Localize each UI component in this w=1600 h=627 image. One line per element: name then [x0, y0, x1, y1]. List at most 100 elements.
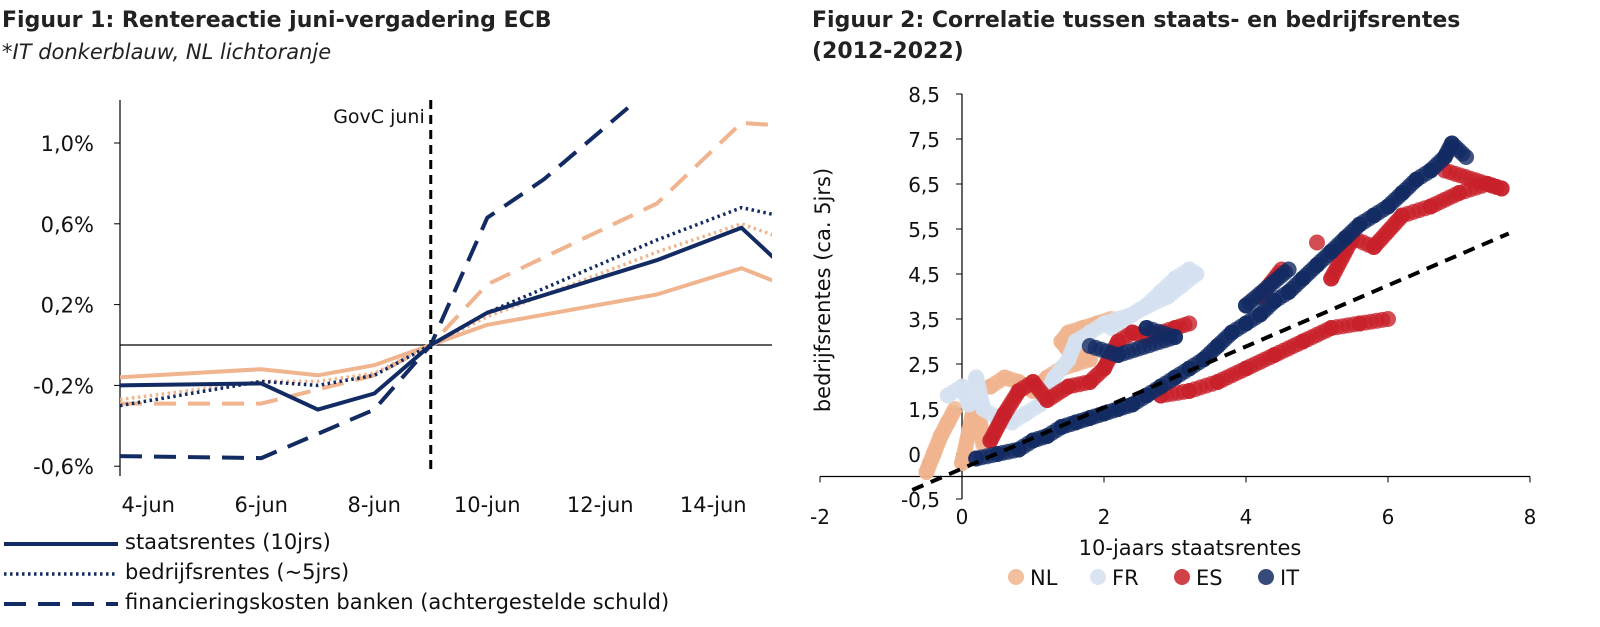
- figure2-point-ES: [1309, 234, 1325, 251]
- figure2-x-tick-label: 8: [1524, 505, 1537, 529]
- figure1-y-tick-label: -0,6%: [33, 455, 94, 479]
- figure1-x-tick-label: 8-jun: [348, 493, 401, 517]
- figure2-point-FR: [968, 369, 985, 386]
- figure2-point-IT: [1443, 135, 1460, 152]
- figure1-legend-swatch: [4, 542, 118, 546]
- figure2-legend-marker: [1174, 569, 1190, 585]
- figure2-point-IT: [1408, 171, 1425, 188]
- figure2-x-tick-label: 6: [1382, 505, 1395, 529]
- figure2-point-NL: [918, 464, 935, 480]
- figure1-line-chart: 1,0% 0,6% 0,2% -0,2% -0,6% 4-jun 6-jun 8-jun 10-…: [33, 100, 772, 517]
- figure2-point-IT: [1394, 185, 1411, 201]
- figure1-legend-swatch: [4, 602, 118, 606]
- figure2-point-IT: [1309, 257, 1325, 273]
- figure2-point-ES: [1238, 360, 1254, 377]
- figure2-point-ES: [1380, 311, 1396, 327]
- figure1-x-tick-label: 14-jun: [680, 493, 747, 517]
- figure2-point-FR: [954, 378, 970, 395]
- figure2-y-tick-label: 8,5: [908, 83, 940, 107]
- figure2-point-IT: [1152, 378, 1169, 395]
- figure1-x-tick-label: 12-jun: [567, 493, 634, 517]
- figure1-y-tick-label: 0,2%: [41, 294, 94, 318]
- figure2-point-ES: [1010, 383, 1027, 399]
- figure2-legend-label: ES: [1196, 566, 1223, 590]
- figure2-point-FR: [1188, 266, 1205, 282]
- figure2-y-tick-label: 5,5: [908, 218, 940, 242]
- figure1-x-tick-label: 10-jun: [454, 493, 521, 517]
- figure2-point-FR: [1159, 288, 1176, 305]
- figure1-legend-label: staatsrentes (10jrs): [125, 530, 331, 554]
- figure2-point-ES: [1451, 185, 1467, 201]
- figure2-point-IT: [1124, 396, 1141, 413]
- figure2-title: Figuur 2: Correlatie tussen staats- en b…: [812, 8, 1461, 33]
- figure1-x-tick-label: 4-jun: [122, 493, 175, 517]
- figure2-point-IT: [989, 446, 1006, 462]
- figure2-point-FR: [1167, 270, 1183, 287]
- figure2-point-ES: [1351, 315, 1368, 332]
- figure2-legend-marker: [1008, 569, 1024, 585]
- figure2-y-tick-label: 7,5: [908, 128, 940, 152]
- figure2-y-tick-label: 1,5: [908, 398, 940, 422]
- figure2-point-ES: [1422, 198, 1439, 215]
- figure2-point-ES: [1096, 360, 1112, 377]
- figure2-point-IT: [1110, 401, 1127, 417]
- figure2-point-ES: [1209, 374, 1226, 390]
- figure2-point-FR: [975, 401, 992, 417]
- figure2-point-FR: [1067, 333, 1084, 350]
- figure2-point-ES: [1025, 374, 1041, 390]
- figure2-point-IT: [1458, 149, 1475, 165]
- figure2-point-IT: [1422, 162, 1439, 179]
- figure1-y-tick-label: -0,2%: [33, 374, 94, 398]
- figure2-point-ES: [1365, 239, 1382, 255]
- figure2-point-FR: [1060, 351, 1077, 368]
- figure2-point-ES: [1323, 320, 1340, 336]
- figure2-point-ES: [982, 432, 999, 449]
- figure2-point-IT: [1280, 261, 1297, 278]
- figure2-x-tick-label: 4: [1240, 505, 1253, 529]
- figure1-y-tick-label: 0,6%: [41, 213, 94, 237]
- figure1-legend-swatch: [4, 572, 118, 576]
- figure2-title-line2: (2012-2022): [812, 39, 964, 64]
- figure2-x-tick-label: -2: [810, 505, 830, 529]
- figure2-point-IT: [1436, 149, 1453, 165]
- figure2-legend-marker: [1258, 569, 1274, 585]
- figure2-series-IT: [968, 135, 1475, 467]
- figure2-point-IT: [1323, 243, 1340, 260]
- figure2-point-IT: [1238, 315, 1254, 332]
- figure2-point-IT: [1238, 297, 1254, 314]
- figure2-point-IT: [1365, 207, 1382, 224]
- figure2-point-IT: [1181, 360, 1198, 377]
- figure2-point-FR: [1103, 320, 1120, 336]
- figure2-point-ES: [1394, 207, 1411, 224]
- figure2-point-IT: [1025, 432, 1041, 449]
- figure2-point-ES: [1060, 378, 1077, 395]
- figure1-x-tick-label: 6-jun: [235, 493, 288, 517]
- figure2-y-tick-label: 6,5: [908, 173, 940, 197]
- figure2-y-tick-label: -0,5: [901, 488, 940, 512]
- figure1-series-group: [120, 101, 772, 461]
- figure2-point-IT: [1223, 324, 1240, 341]
- figure2-point-ES: [1181, 315, 1198, 332]
- figure2-point-IT: [1167, 329, 1183, 345]
- figure2-point-ES: [1181, 383, 1198, 399]
- figure2-point-NL: [954, 455, 970, 471]
- figure2-legend-label: IT: [1280, 566, 1299, 590]
- figure2-point-ES: [1493, 180, 1510, 197]
- figure2-point-ES: [1323, 270, 1340, 287]
- figure2-point-IT: [1110, 347, 1127, 363]
- figure1-series-IT-dashed: [120, 101, 636, 461]
- figure2-trendline: [911, 231, 1510, 492]
- figure2-point-NL: [946, 401, 963, 417]
- figure2-point-FR: [1081, 324, 1098, 341]
- figure2-x-tick-label: 2: [1098, 505, 1111, 529]
- figure2-point-IT: [1209, 338, 1226, 354]
- figure1-legend-label: financieringskosten banken (achtergestel…: [125, 590, 670, 614]
- figure2-point-NL: [961, 423, 978, 440]
- figure2-point-FR: [1131, 302, 1148, 318]
- figure1-series-IT-dotted: [120, 205, 772, 408]
- figure2-point-ES: [1294, 333, 1311, 350]
- figure2-point-ES: [1081, 374, 1098, 390]
- figure2-point-NL: [996, 369, 1013, 386]
- figure2-x-axis-title: 10-jaars staatsrentes: [1079, 536, 1302, 560]
